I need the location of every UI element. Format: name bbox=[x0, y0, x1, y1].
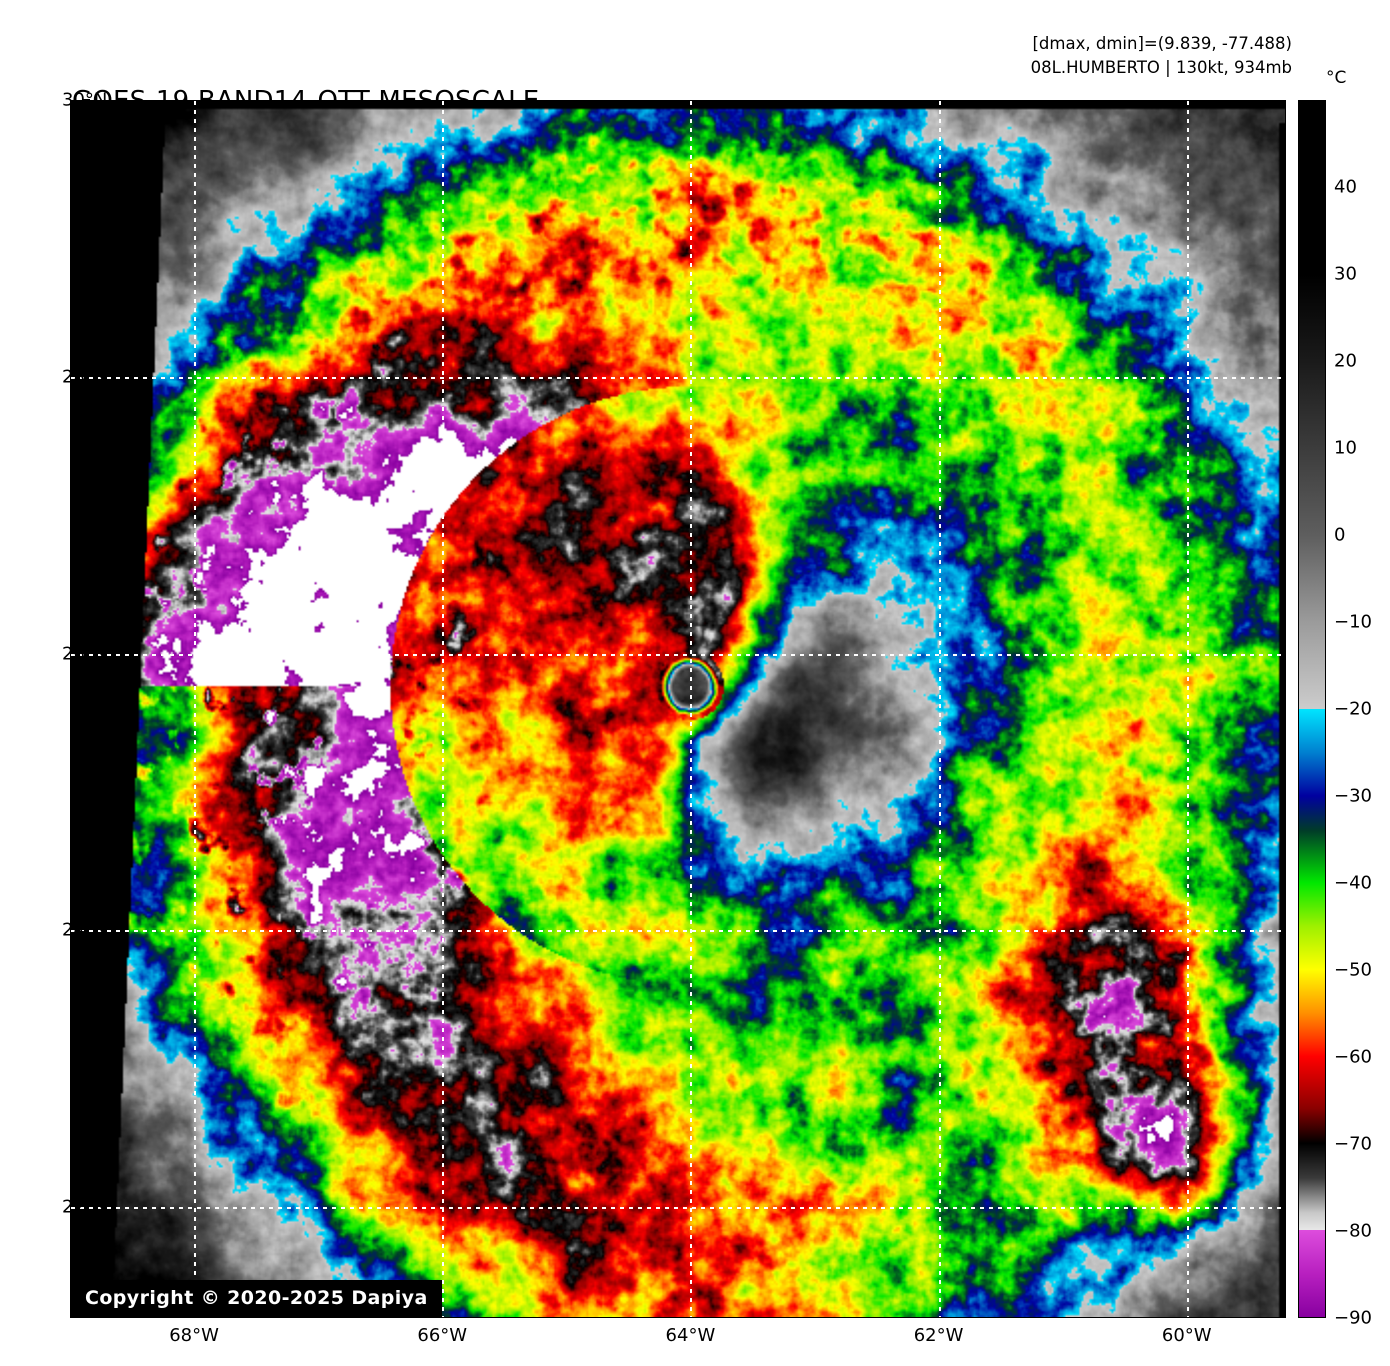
storm-info-label: 08L.HUMBERTO | 130kt, 934mb bbox=[1030, 57, 1292, 77]
latitude-tick-label: 26°N bbox=[62, 643, 108, 665]
colorbar-tick-label: −50 bbox=[1334, 959, 1372, 981]
colorbar-tick-label: 0 bbox=[1334, 524, 1346, 546]
colorbar bbox=[1298, 100, 1326, 1318]
latitude-tick-label: 30°N bbox=[62, 89, 108, 111]
colorbar-tick-label: −20 bbox=[1334, 698, 1372, 720]
latitude-tick-label: 24°N bbox=[62, 919, 108, 941]
latitude-tick-label: 28°N bbox=[62, 366, 108, 388]
metadata-block: [dmax, dmin]=(9.839, -77.488) 08L.HUMBER… bbox=[1031, 32, 1292, 80]
copyright-notice: Copyright © 2020-2025 Dapiya bbox=[71, 1280, 442, 1317]
longitude-tick-label: 66°W bbox=[417, 1325, 468, 1346]
longitude-tick-label: 68°W bbox=[169, 1325, 219, 1346]
colorbar-unit-label: °C bbox=[1326, 68, 1347, 88]
colorbar-tick-label: −60 bbox=[1334, 1046, 1372, 1068]
infrared-satellite-raster bbox=[71, 101, 1285, 1317]
dmax-dmin-label: [dmax, dmin]=(9.839, -77.488) bbox=[1032, 34, 1293, 53]
latitude-tick-label: 22°N bbox=[62, 1196, 108, 1218]
colorbar-tick-label: 10 bbox=[1334, 437, 1357, 459]
colorbar-tick-label: −70 bbox=[1334, 1133, 1372, 1155]
colorbar-tick-label: 40 bbox=[1334, 176, 1357, 198]
longitude-tick-label: 62°W bbox=[913, 1325, 964, 1346]
colorbar-tick-label: 20 bbox=[1334, 350, 1357, 372]
longitude-tick-label: 64°W bbox=[665, 1325, 716, 1346]
colorbar-tick-label: −40 bbox=[1334, 872, 1372, 894]
colorbar-tick-label: −30 bbox=[1334, 785, 1372, 807]
colorbar-tick-label: 30 bbox=[1334, 263, 1357, 285]
longitude-tick-label: 60°W bbox=[1161, 1325, 1212, 1346]
colorbar-tick-label: −10 bbox=[1334, 611, 1372, 633]
colorbar-tick-label: −90 bbox=[1334, 1307, 1372, 1329]
satellite-image-panel: Copyright © 2020-2025 Dapiya bbox=[70, 100, 1286, 1318]
colorbar-tick-label: −80 bbox=[1334, 1220, 1372, 1242]
colorbar-gradient bbox=[1299, 101, 1325, 1317]
